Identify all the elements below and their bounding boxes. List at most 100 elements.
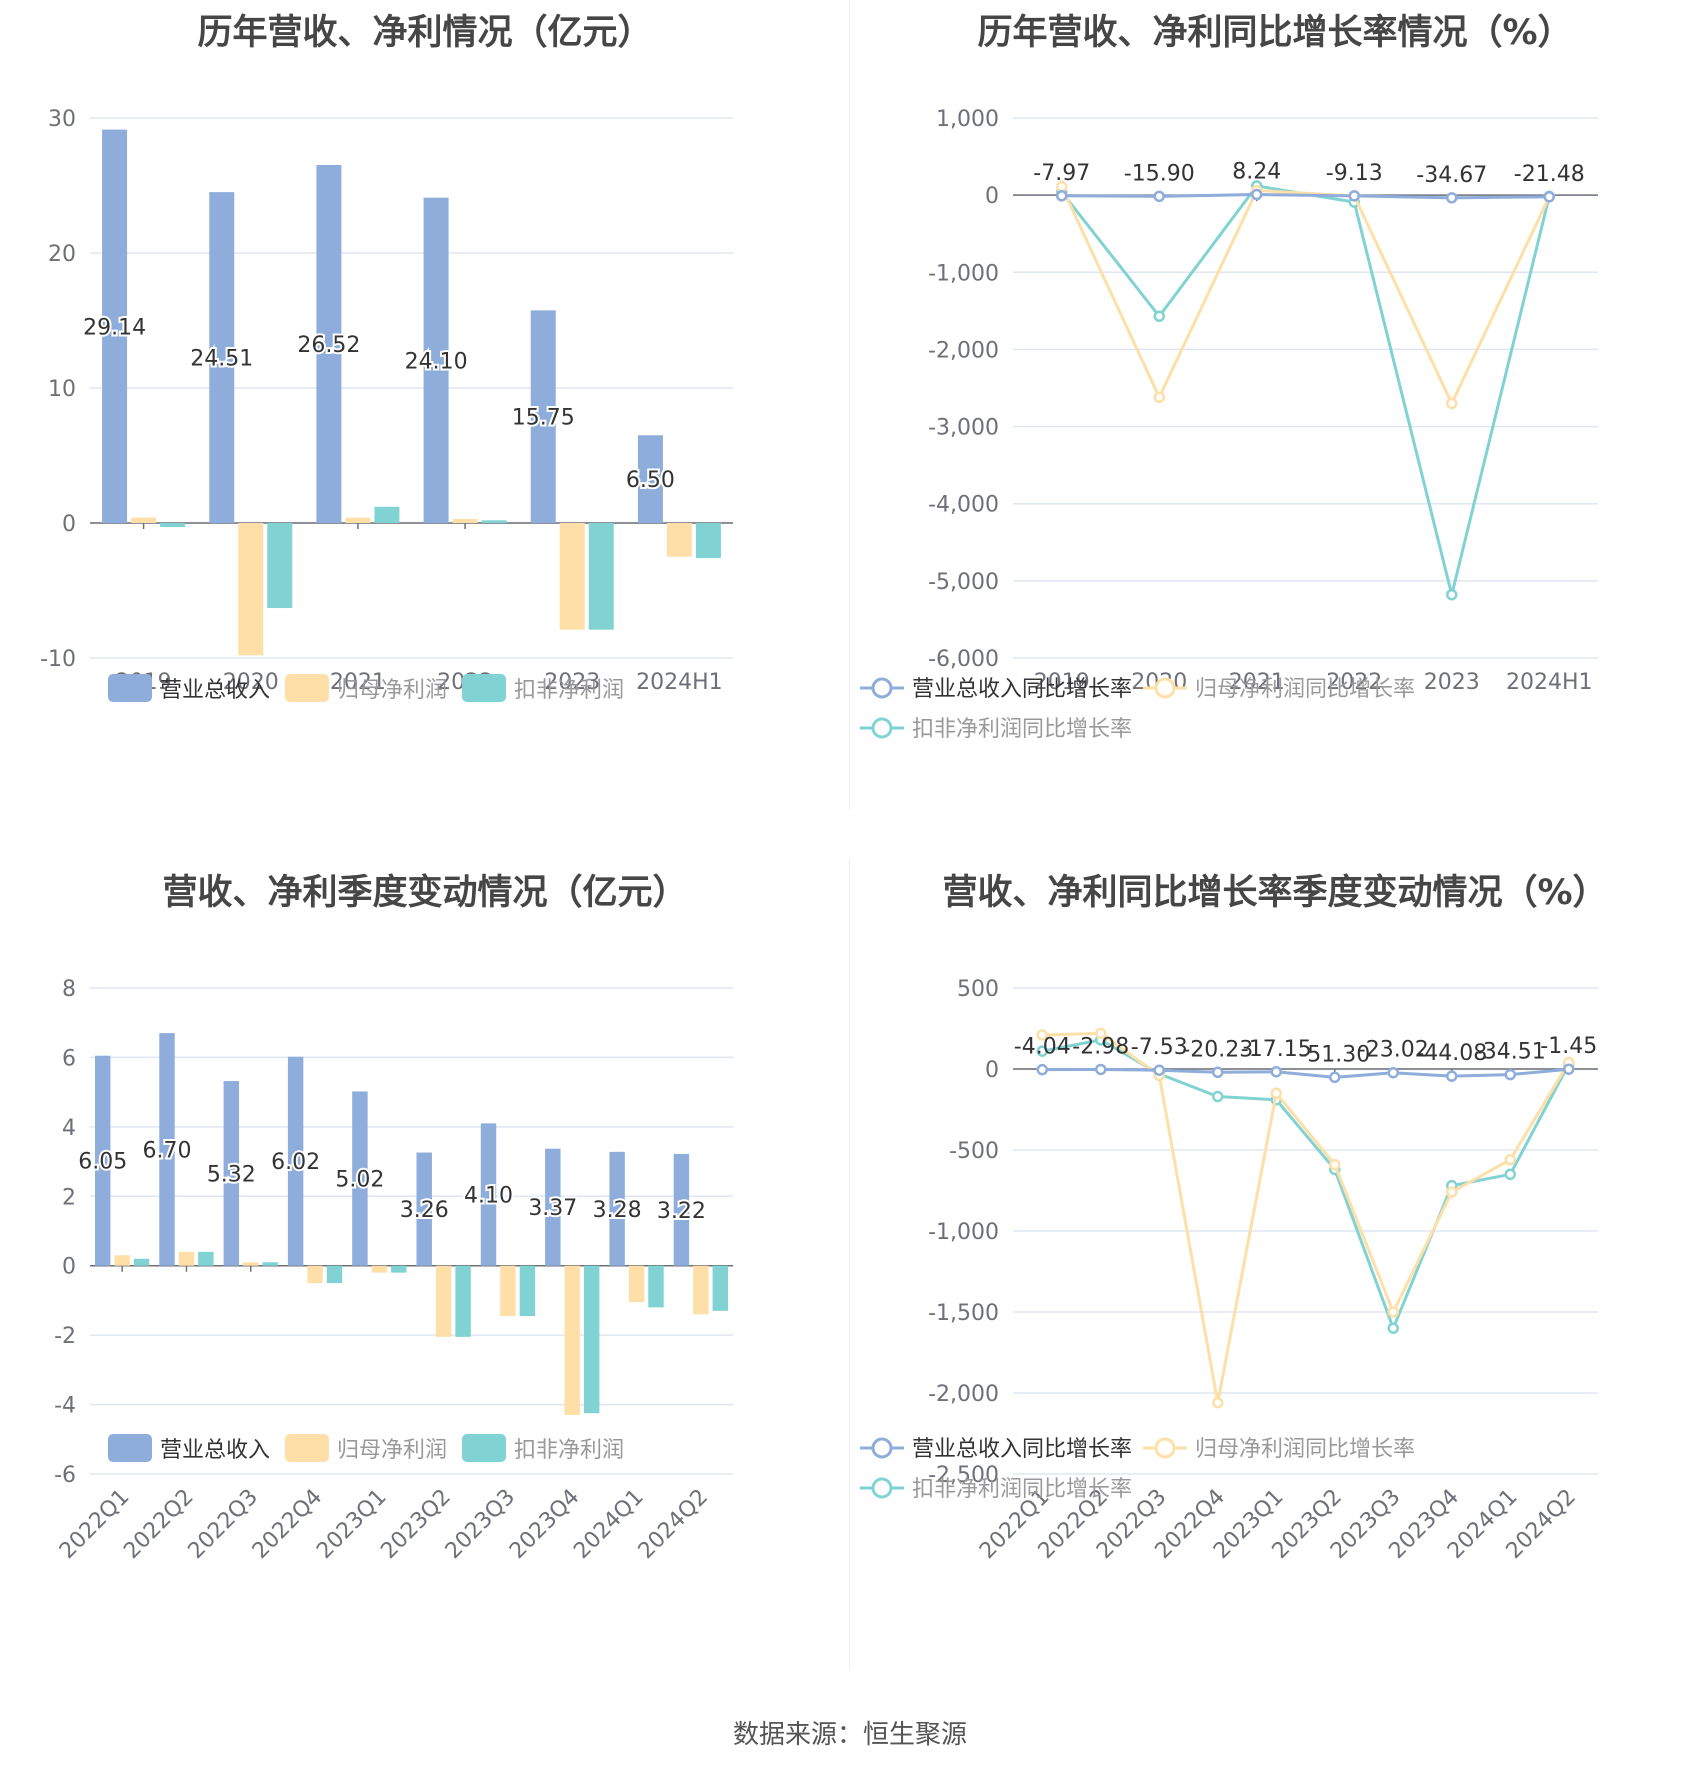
data-label: 24.10 xyxy=(405,349,468,374)
bar-revenue xyxy=(352,1091,368,1266)
bar-net_profit xyxy=(345,517,371,523)
point-revenue xyxy=(1153,190,1165,203)
data-label: 15.75 xyxy=(512,406,575,431)
x-tick-label: 2023 xyxy=(1424,670,1480,695)
point-net_profit xyxy=(1504,1153,1516,1166)
data-label: 26.52 xyxy=(297,333,360,358)
legend-swatch xyxy=(285,674,329,702)
data-label: -4.04 xyxy=(1014,1035,1071,1060)
bar-revenue xyxy=(102,129,128,524)
data-label: 3.26 xyxy=(400,1198,449,1223)
legend-label: 扣非净利润 xyxy=(514,1438,624,1463)
data-label: 8.24 xyxy=(1232,160,1281,185)
bar-net_profit xyxy=(114,1255,130,1266)
bar-revenue xyxy=(423,197,449,523)
bar-net_profit xyxy=(435,1265,452,1337)
y-tick-label: -3,000 xyxy=(928,416,999,441)
bar-net_profit xyxy=(371,1265,388,1273)
legend-item: 扣非净利润 xyxy=(462,674,624,703)
x-tick-label: 2023Q3 xyxy=(441,1485,520,1564)
legend-swatch xyxy=(285,1434,329,1462)
bar-deducted_profit xyxy=(712,1265,728,1311)
y-tick-label: 4 xyxy=(62,1116,76,1141)
quarterly-growth-chart: -2,500-2,000-1,500-1,000-50005002022Q120… xyxy=(860,977,1598,1564)
bar-revenue xyxy=(287,1056,304,1266)
legend-swatch xyxy=(108,674,152,702)
x-tick-label: 2022Q3 xyxy=(184,1485,263,1564)
point-net_profit xyxy=(1446,397,1458,410)
legend-marker xyxy=(1154,677,1176,699)
bar-deducted_profit xyxy=(583,1265,600,1414)
y-tick-label: 1,000 xyxy=(936,107,999,132)
data-label: 6.02 xyxy=(271,1150,320,1175)
legend-item: 扣非净利润同比增长率 xyxy=(860,1477,1132,1502)
point-revenue xyxy=(1348,190,1360,202)
y-tick-label: -2,000 xyxy=(928,1382,999,1407)
x-tick-label: 2023Q1 xyxy=(312,1485,391,1564)
bar-deducted_profit xyxy=(133,1258,150,1266)
legend-label: 归母净利润 xyxy=(337,678,447,703)
quarterly-growth-panel: 营收、净利同比增长率季度变动情况（%） -2,500 -2,000 -1,500 -1… xyxy=(850,860,1700,1720)
point-net_profit xyxy=(1095,1027,1107,1040)
data-label: -9.13 xyxy=(1326,161,1383,186)
x-tick-label: 2021 xyxy=(1229,670,1285,695)
data-label: 5.32 xyxy=(207,1162,256,1187)
data-label: -1.45 xyxy=(1540,1034,1597,1059)
y-tick-label: 30 xyxy=(48,107,76,132)
point-deducted_profit xyxy=(1446,588,1458,601)
data-label: -21.48 xyxy=(1514,162,1585,187)
point-net_profit xyxy=(1329,1158,1341,1171)
y-tick-label: 6 xyxy=(62,1046,76,1071)
data-label: 24.51 xyxy=(190,347,253,372)
data-label: -2.98 xyxy=(1072,1034,1129,1059)
bar-deducted_profit xyxy=(326,1265,343,1284)
point-revenue xyxy=(1095,1063,1107,1076)
bar-revenue xyxy=(159,1033,175,1266)
point-deducted_profit xyxy=(1036,1045,1048,1057)
legend-swatch xyxy=(462,1434,506,1462)
bar-deducted_profit xyxy=(481,520,507,523)
legend-label: 归母净利润同比增长率 xyxy=(1195,1437,1415,1462)
data-label: -51.30 xyxy=(1299,1042,1370,1067)
annual-growth-chart: -6,000 -5,000 -4,000 -3,000 -2,000 -1,000 0 1,0… xyxy=(860,107,1598,742)
annual-growth-panel: 历年营收、净利同比增长率情况（%） -6,000 -5,000 -4,000 -3,0… xyxy=(850,0,1700,860)
point-net_profit xyxy=(1270,1087,1282,1100)
bar-deducted_profit xyxy=(455,1265,471,1337)
chart-title: 历年营收、净利同比增长率情况（%） xyxy=(977,13,1573,53)
annual-values-chart: -100102030201920202021202220232024H129.1… xyxy=(40,107,733,703)
y-tick-label: -6,000 xyxy=(928,647,999,672)
legend-marker xyxy=(871,677,893,699)
legend-label: 扣非净利润 xyxy=(514,678,624,703)
legend-marker xyxy=(871,1477,893,1499)
series-line-revenue xyxy=(1042,1067,1569,1079)
point-net_profit xyxy=(1212,1396,1224,1409)
bar-revenue xyxy=(530,310,556,523)
x-tick-label: 2022Q2 xyxy=(119,1485,198,1564)
y-tick-label: -4,000 xyxy=(928,493,999,518)
y-tick-label: 20 xyxy=(48,242,76,267)
point-revenue xyxy=(1036,1063,1048,1076)
legend-item: 营业总收入同比增长率 xyxy=(860,677,1132,702)
data-label: -44.08 xyxy=(1416,1041,1487,1066)
y-tick-label: 8 xyxy=(62,977,76,1002)
point-revenue xyxy=(1446,192,1458,204)
legend-label: 营业总收入 xyxy=(160,1438,270,1463)
legend-item: 归母净利润同比增长率 xyxy=(1143,1437,1415,1462)
bar-net_profit xyxy=(307,1265,323,1284)
bar-deducted_profit xyxy=(391,1265,407,1273)
divider-bottom xyxy=(849,860,850,1670)
data-label: -20.23 xyxy=(1182,1037,1253,1062)
y-tick-label: -1,000 xyxy=(928,261,999,286)
bar-net_profit xyxy=(238,523,264,656)
bar-deducted_profit xyxy=(160,523,186,528)
y-tick-label: -4 xyxy=(54,1394,76,1419)
x-tick-label: 2024H1 xyxy=(1506,670,1593,695)
legend-label: 营业总收入同比增长率 xyxy=(912,1437,1132,1462)
x-tick-label: 2020 xyxy=(223,670,279,695)
point-revenue xyxy=(1212,1066,1224,1079)
bar-revenue xyxy=(673,1153,690,1266)
bar-net_profit xyxy=(178,1251,195,1266)
point-revenue xyxy=(1446,1070,1458,1082)
point-net_profit xyxy=(1446,1186,1458,1198)
legend-item: 营业总收入 xyxy=(108,674,270,703)
